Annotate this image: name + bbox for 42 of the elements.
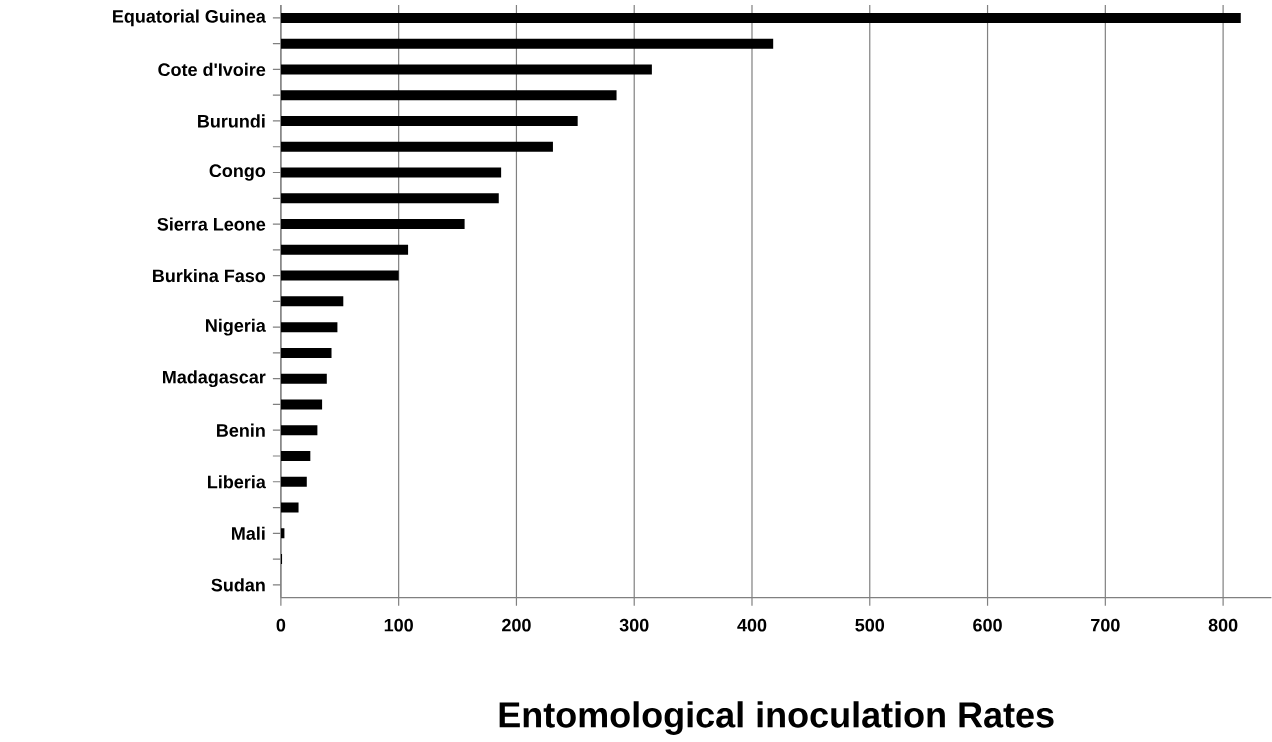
y-tick-label: Burundi bbox=[198, 114, 265, 128]
x-tick-label: 300 bbox=[619, 618, 649, 632]
bar bbox=[280, 399, 323, 410]
y-tick-label: Liberia bbox=[208, 475, 266, 489]
bar bbox=[280, 219, 465, 230]
bar bbox=[280, 193, 499, 204]
x-tick-label: 700 bbox=[1091, 618, 1120, 632]
y-tick-label: Sudan bbox=[211, 578, 265, 592]
bar bbox=[280, 296, 344, 307]
x-tick-label: 100 bbox=[384, 618, 413, 632]
x-tick-label: 600 bbox=[973, 618, 1002, 632]
bar bbox=[280, 425, 318, 436]
x-tick-label: 200 bbox=[502, 618, 531, 632]
bar bbox=[280, 502, 299, 513]
y-tick-label: Congo bbox=[209, 164, 266, 181]
bar bbox=[280, 64, 652, 75]
bar bbox=[280, 270, 399, 281]
bar bbox=[280, 451, 311, 462]
bar bbox=[280, 38, 774, 49]
bar bbox=[280, 476, 307, 487]
y-tick-label: Nigeria bbox=[206, 318, 266, 336]
x-tick-label: 0 bbox=[276, 618, 286, 632]
y-tick-label: Benin bbox=[217, 423, 265, 438]
bar bbox=[280, 348, 332, 359]
bar bbox=[280, 245, 409, 256]
x-axis-title: Entomological inoculation Rates bbox=[499, 701, 1054, 736]
y-tick-label: Mali bbox=[232, 526, 265, 541]
y-tick-label: Burkina Faso bbox=[153, 269, 266, 283]
x-tick-label: 500 bbox=[855, 618, 885, 632]
y-tick-label: Cote d'Ivoire bbox=[158, 63, 266, 77]
bar bbox=[280, 322, 338, 333]
y-tick-label: Equatorial Guinea bbox=[113, 9, 266, 27]
y-tick-label: Sierra Leone bbox=[157, 217, 266, 231]
x-tick-label: 800 bbox=[1208, 618, 1238, 632]
bar bbox=[280, 90, 617, 101]
bar bbox=[280, 373, 327, 384]
bar bbox=[280, 116, 578, 127]
bar bbox=[280, 141, 553, 152]
bar bbox=[280, 167, 502, 178]
y-tick-label: Madagascar bbox=[163, 370, 266, 388]
x-tick-label: 400 bbox=[737, 618, 767, 632]
bar bbox=[280, 13, 1241, 24]
